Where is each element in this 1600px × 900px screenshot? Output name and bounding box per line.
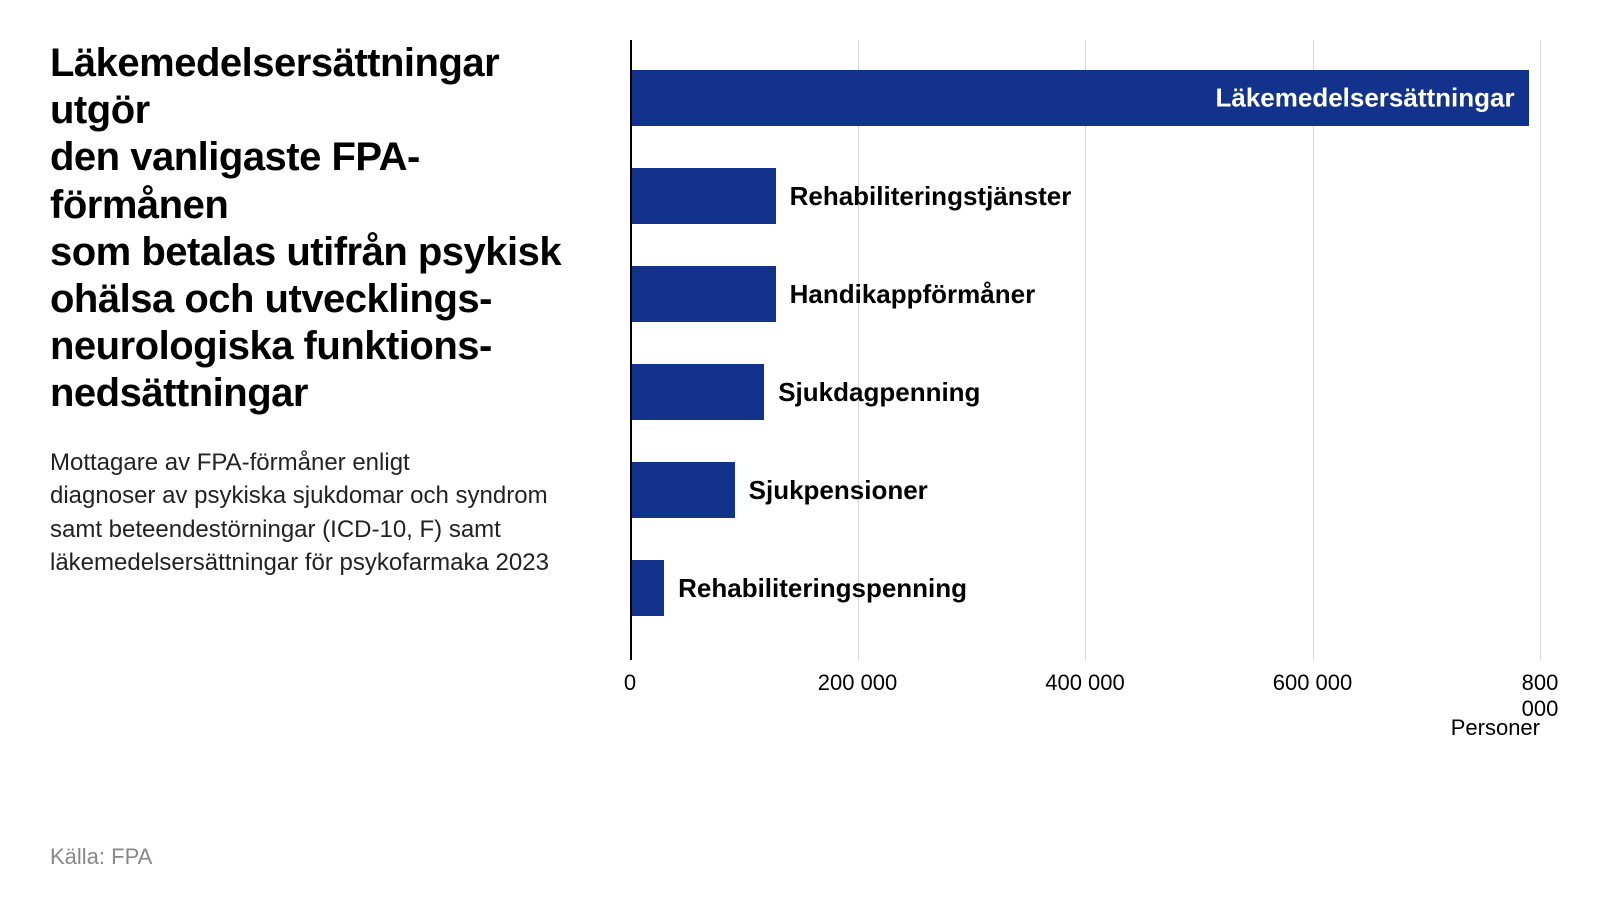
- text-column: Läkemedelsersättningar utgörden vanligas…: [50, 40, 580, 720]
- x-axis-ticks: 0200 000400 000600 000800 000: [630, 670, 1540, 700]
- bar: Läkemedelsersättningar: [630, 70, 1529, 126]
- x-tick-label: 200 000: [818, 670, 898, 696]
- bar-label: Handikappförmåner: [790, 279, 1036, 310]
- bar: [630, 560, 664, 616]
- bar-row: Sjukpensioner: [630, 462, 1540, 518]
- chart-subtitle: Mottagare av FPA-förmåner enligtdiagnose…: [50, 446, 580, 580]
- bar-row: Rehabiliteringstjänster: [630, 168, 1540, 224]
- y-axis-line: [630, 40, 632, 660]
- bar-label: Sjukdagpenning: [778, 377, 980, 408]
- bar-label: Rehabiliteringspenning: [678, 573, 967, 604]
- page-container: Läkemedelsersättningar utgörden vanligas…: [0, 0, 1600, 900]
- chart-title: Läkemedelsersättningar utgörden vanligas…: [50, 40, 580, 418]
- bar: [630, 462, 735, 518]
- bar: [630, 266, 776, 322]
- source-label: Källa: FPA: [50, 844, 152, 870]
- gridline: [1540, 40, 1541, 660]
- bar-label: Sjukpensioner: [749, 475, 928, 506]
- chart-plot: Läkemedelsersättningar Rehabiliteringstjä…: [630, 40, 1540, 660]
- chart-area: Läkemedelsersättningar Rehabiliteringstjä…: [620, 40, 1550, 720]
- bar-row: Läkemedelsersättningar: [630, 70, 1540, 126]
- bar-row: Handikappförmåner: [630, 266, 1540, 322]
- x-axis-title: Personer: [1451, 715, 1540, 741]
- bar-label: Rehabiliteringstjänster: [790, 181, 1072, 212]
- bar-label: Läkemedelsersättningar: [1215, 83, 1514, 114]
- x-tick-label: 0: [624, 670, 636, 696]
- chart-column: Läkemedelsersättningar Rehabiliteringstjä…: [620, 40, 1550, 720]
- bar: [630, 364, 764, 420]
- bar: [630, 168, 776, 224]
- bar-row: Rehabiliteringspenning: [630, 560, 1540, 616]
- bar-row: Sjukdagpenning: [630, 364, 1540, 420]
- x-tick-label: 600 000: [1273, 670, 1353, 696]
- content-row: Läkemedelsersättningar utgörden vanligas…: [50, 40, 1550, 720]
- x-tick-label: 400 000: [1045, 670, 1125, 696]
